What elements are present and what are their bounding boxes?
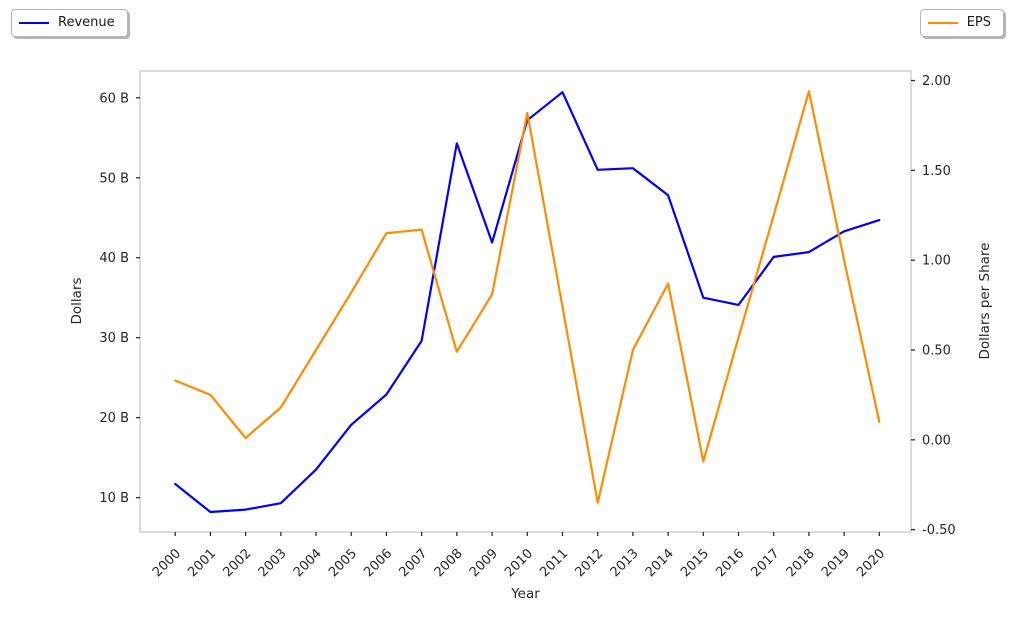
revenue-line <box>174 91 881 514</box>
x-tick-label: 2007 <box>396 546 430 580</box>
x-tick-label: 2014 <box>643 546 677 580</box>
left-y-axis-title: Dollars <box>69 277 85 325</box>
right-tick-label: -0.50 <box>922 523 956 538</box>
x-tick-label: 2018 <box>784 546 818 580</box>
x-tick-label: 2006 <box>361 546 395 580</box>
x-tick-label: 2008 <box>432 546 466 580</box>
right-tick-label: 0.00 <box>922 433 951 448</box>
x-tick-label: 2019 <box>819 546 853 580</box>
x-tick-label: 2002 <box>220 546 254 580</box>
revenue-legend-line-icon <box>19 22 49 24</box>
x-tick-label: 2012 <box>572 546 606 580</box>
eps-line <box>174 90 881 504</box>
x-tick-label: 2016 <box>713 546 747 580</box>
left-tick-label: 40 B <box>99 251 129 266</box>
right-tick-label: 2.00 <box>922 74 951 89</box>
right-y-axis-title: Dollars per Share <box>977 242 993 360</box>
legend-eps: EPS <box>919 9 1004 37</box>
plot-border <box>139 70 912 533</box>
left-tick-label: 30 B <box>99 331 129 346</box>
x-tick-label: 2004 <box>291 546 325 580</box>
x-tick-label: 2000 <box>150 546 184 580</box>
right-tick-label: 0.50 <box>922 344 951 359</box>
left-tick-label: 10 B <box>99 491 129 506</box>
x-tick-label: 2020 <box>854 546 888 580</box>
x-tick-label: 2005 <box>326 546 360 580</box>
x-tick-label: 2010 <box>502 546 536 580</box>
legend-revenue: Revenue <box>11 9 128 37</box>
legend-revenue-label: Revenue <box>58 15 115 30</box>
left-tick-label: 60 B <box>99 91 129 106</box>
x-tick-label: 2009 <box>467 546 501 580</box>
left-tick-label: 50 B <box>99 171 129 186</box>
x-axis-title: Year <box>511 586 540 602</box>
x-tick-label: 2013 <box>608 546 642 580</box>
legend-eps-label: EPS <box>966 15 991 30</box>
right-tick-label: 1.50 <box>922 164 951 179</box>
right-tick-label: 1.00 <box>922 254 951 269</box>
x-tick-label: 2003 <box>256 546 290 580</box>
x-tick-label: 2015 <box>678 546 712 580</box>
eps-legend-line-icon <box>927 22 958 24</box>
x-tick-label: 2001 <box>185 546 219 580</box>
left-tick-label: 20 B <box>99 411 129 426</box>
x-tick-label: 2017 <box>749 546 783 580</box>
x-tick-label: 2011 <box>537 546 571 580</box>
